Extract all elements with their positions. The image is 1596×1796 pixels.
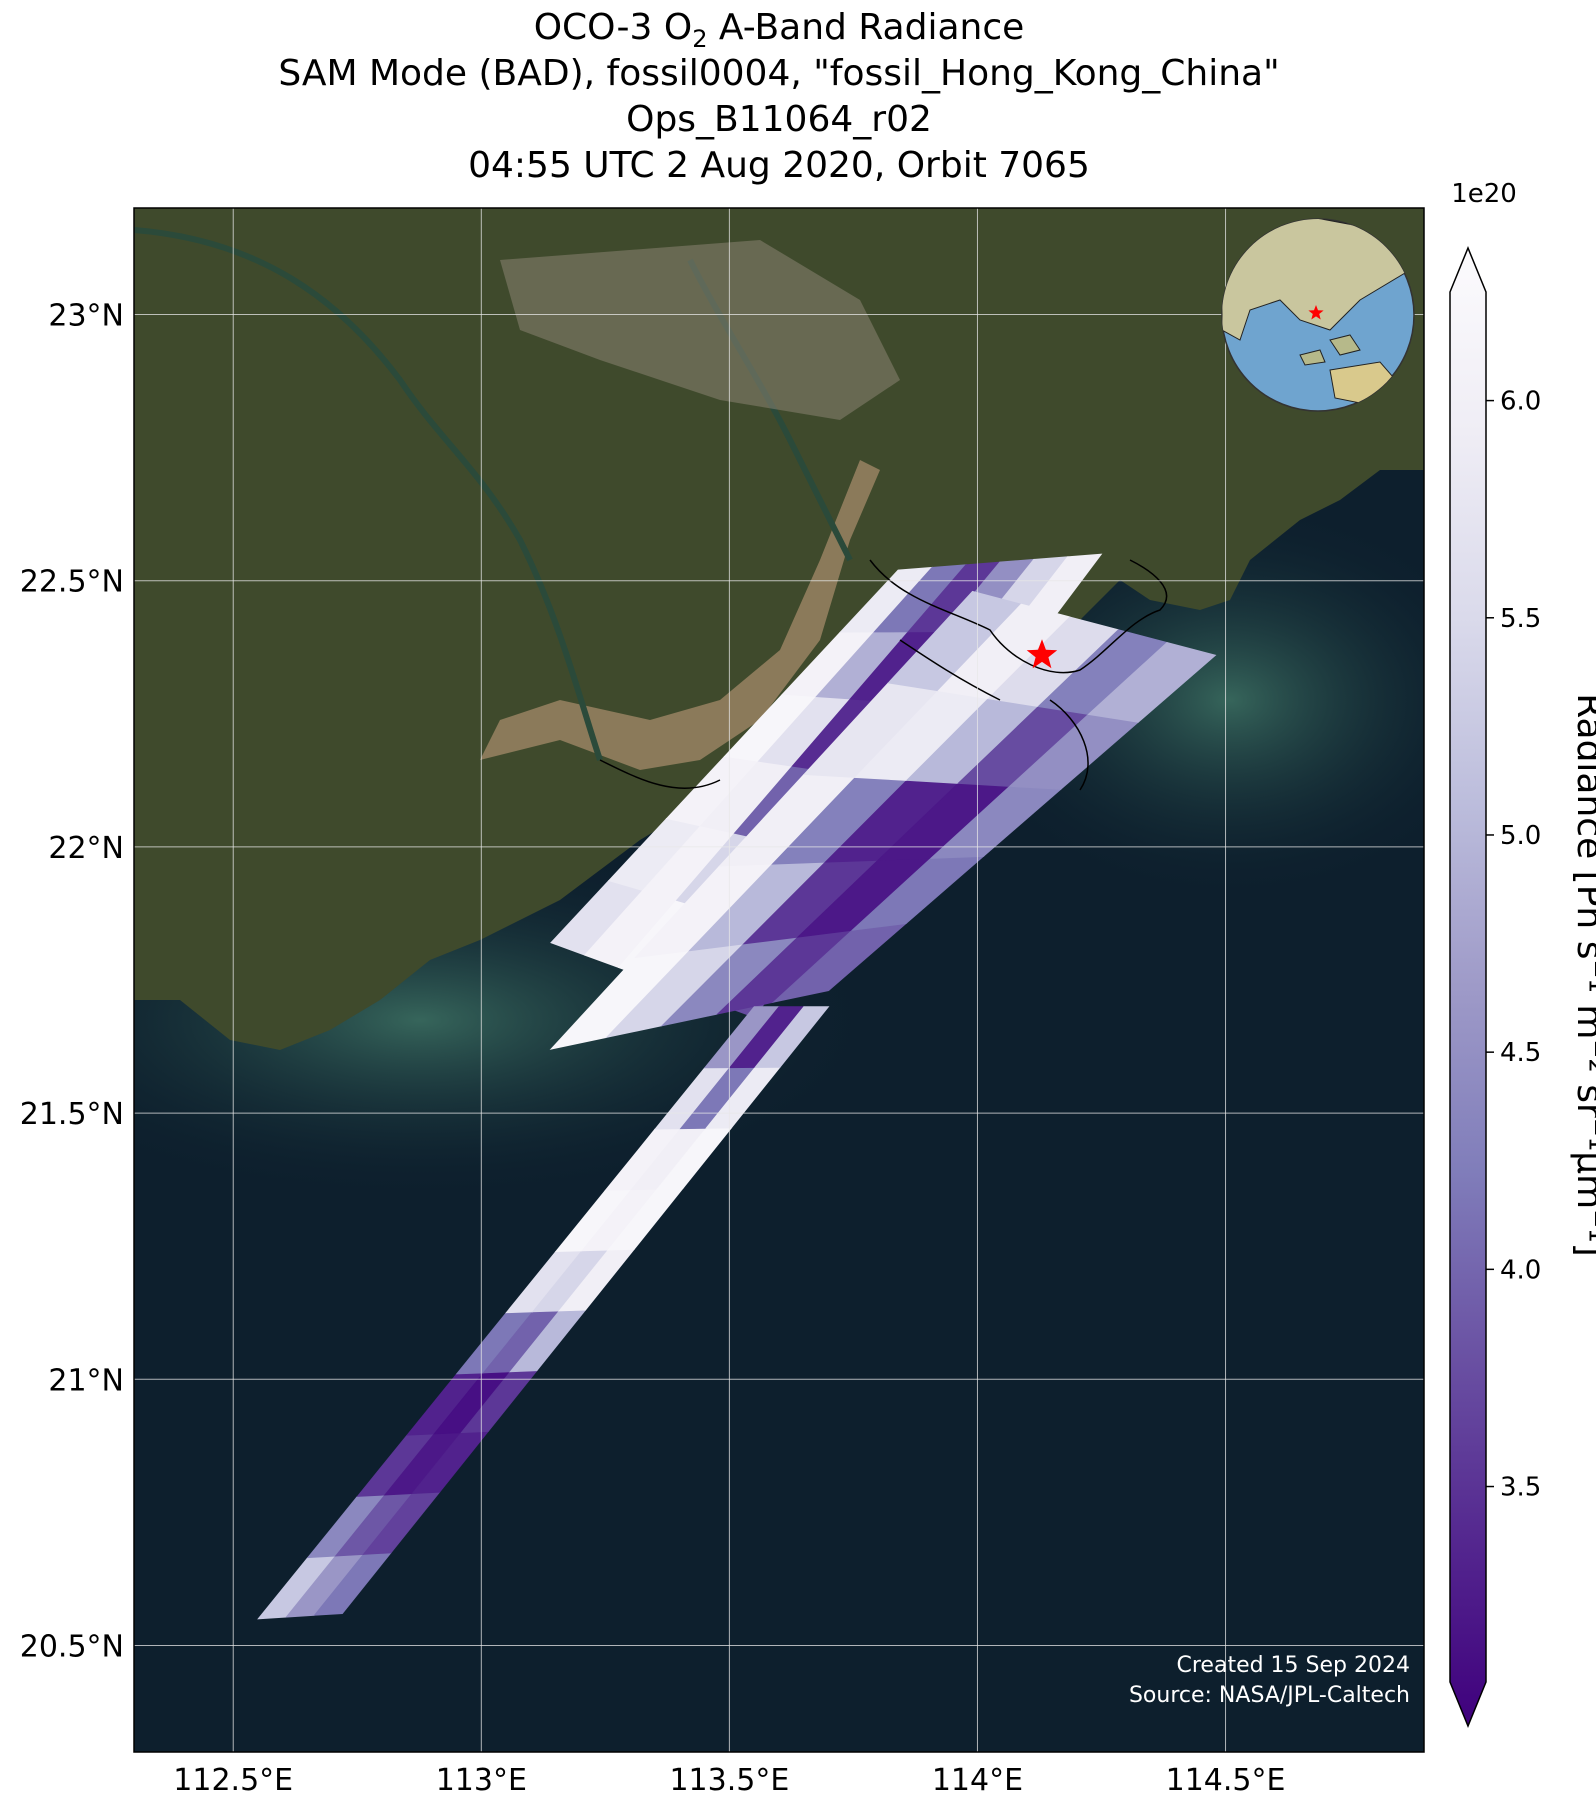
land-mass xyxy=(134,208,1424,1050)
map-axes: 112.5°E 113°E 113.5°E 114°E 114.5°E 23°N 22.5°… xyxy=(20,298,1286,1796)
coastline xyxy=(599,559,1168,791)
colorbar-label: Radiance [Ph s⁻¹ m⁻² sr⁻¹μm⁻¹] xyxy=(1569,693,1596,1256)
colorbar-scale xyxy=(1449,246,1487,1728)
lon-tick-label: 113.5°E xyxy=(669,1763,789,1796)
river-sediment xyxy=(480,460,880,770)
lon-tick-label: 112.5°E xyxy=(173,1763,293,1796)
lon-tick-label: 113°E xyxy=(436,1763,527,1796)
credit-source: Source: NASA/JPL-Caltech xyxy=(1129,1683,1410,1708)
chart-title-line2: SAM Mode (BAD), fossil0004, "fossil_Hong… xyxy=(278,53,1280,94)
map-gridlines xyxy=(134,208,1424,1752)
chart-title-line3: Ops_B11064_r02 xyxy=(626,99,932,140)
middle-swath xyxy=(549,590,1217,1050)
chart-title-line1: OCO-3 O2 A-Band Radiance xyxy=(533,7,1025,54)
colorbar-tick-label: 6.0 xyxy=(1500,387,1541,417)
swath-cell xyxy=(1087,642,1217,723)
target-star-marker xyxy=(1026,639,1058,669)
credit-created: Created 15 Sep 2024 xyxy=(1177,1653,1411,1678)
lat-tick-label: 22°N xyxy=(48,831,124,866)
colorbar: 3.5 4.0 4.5 5.0 5.5 6.0 1e20 Radiance [Ph s⁻¹… xyxy=(1449,179,1596,1728)
colorbar-exponent: 1e20 xyxy=(1451,179,1517,209)
map-area xyxy=(134,208,1424,1752)
lon-tick-label: 114°E xyxy=(932,1763,1023,1796)
lat-tick-label: 21°N xyxy=(48,1363,124,1398)
lon-tick-label: 114.5°E xyxy=(1166,1763,1286,1796)
radiance-swaths xyxy=(257,553,1217,1620)
south-swath xyxy=(257,1006,830,1620)
colorbar-tick-label: 3.5 xyxy=(1500,1473,1541,1503)
colorbar-ticks: 3.5 4.0 4.5 5.0 5.5 6.0 xyxy=(1486,387,1541,1503)
map-frame xyxy=(133,207,1425,1753)
colorbar-tick-label: 5.0 xyxy=(1500,821,1541,851)
lat-tick-label: 21.5°N xyxy=(20,1097,124,1132)
colorbar-tick-label: 4.0 xyxy=(1500,1255,1541,1285)
lat-tick-label: 20.5°N xyxy=(20,1630,124,1665)
globe-islands xyxy=(1299,334,1361,366)
swath-cell xyxy=(754,1006,830,1068)
urban-area xyxy=(500,240,900,420)
globe-inset xyxy=(1221,218,1415,412)
colorbar-tick-label: 4.5 xyxy=(1500,1038,1541,1068)
lat-tick-label: 23°N xyxy=(48,298,124,333)
globe-target-marker xyxy=(1308,305,1324,320)
colorbar-tick-label: 5.5 xyxy=(1500,604,1541,634)
lat-tick-label: 22.5°N xyxy=(20,565,124,600)
chart-title-line4: 04:55 UTC 2 Aug 2020, Orbit 7065 xyxy=(468,145,1090,186)
river xyxy=(134,227,603,761)
